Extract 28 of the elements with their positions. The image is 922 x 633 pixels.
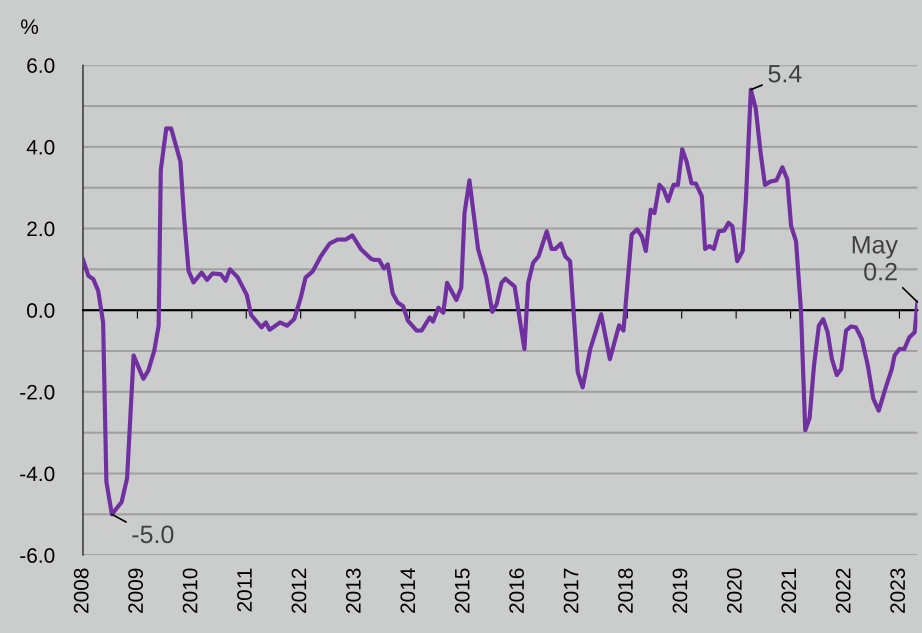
x-tick-label: 2009 xyxy=(128,568,143,613)
x-tick-label: 2017 xyxy=(564,568,578,613)
x-tick-label: 2010 xyxy=(182,568,198,613)
y-tick-label: -2.0 xyxy=(20,384,54,400)
x-tick-label: 2016 xyxy=(509,568,524,613)
line-series xyxy=(82,88,918,516)
x-tick-label: 2012 xyxy=(292,568,306,613)
y-tick-label: 2.0 xyxy=(27,222,54,236)
y-axis-title: % xyxy=(21,19,38,34)
x-tick-label: 2021 xyxy=(781,568,796,613)
annotation: -5.0 xyxy=(132,526,174,544)
x-tick-label: 2023 xyxy=(890,568,906,613)
x-tick-label: 2019 xyxy=(672,568,688,613)
annotation: 5.4 xyxy=(768,65,802,83)
x-tick-label: 2015 xyxy=(454,568,470,613)
annotation: May 0.2 xyxy=(852,236,898,281)
y-tick-label: 0.0 xyxy=(27,303,54,318)
x-tick-label: 2008 xyxy=(74,568,89,613)
y-tick-label: 6.0 xyxy=(27,58,54,73)
y-tick-label: -4.0 xyxy=(20,466,54,482)
x-tick-label: 2013 xyxy=(346,568,361,613)
x-tick-label: 2011 xyxy=(237,568,252,612)
y-tick-label: 4.0 xyxy=(26,140,54,155)
y-tick-label: -6.0 xyxy=(20,548,54,563)
x-tick-label: 2014 xyxy=(400,568,416,613)
x-tick-label: 2018 xyxy=(618,568,633,613)
x-tick-label: 2022 xyxy=(836,568,851,613)
x-tick-label: 2020 xyxy=(726,568,742,613)
